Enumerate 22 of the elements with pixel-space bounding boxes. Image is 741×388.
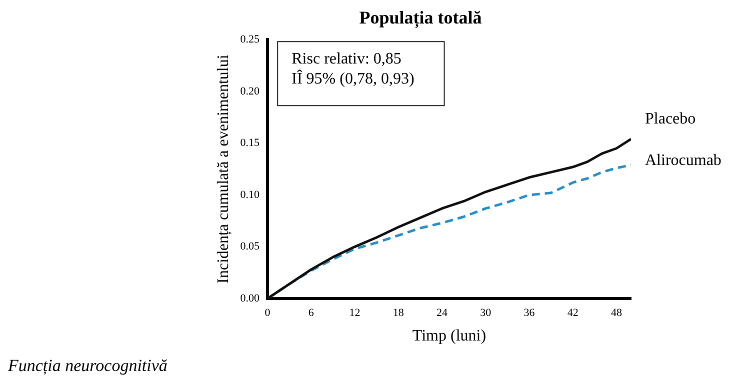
chart-title: Populația totală <box>359 7 482 28</box>
y-tick-label: 0.10 <box>240 188 260 201</box>
y-tick-label: 0.05 <box>240 240 260 253</box>
x-tick-label: 30 <box>480 307 492 320</box>
x-tick-label: 48 <box>610 307 622 320</box>
y-axis-title: Incidența cumulată a evenimentului <box>214 54 232 284</box>
x-tick-label: 6 <box>308 307 314 320</box>
y-tick-label: 0.20 <box>240 85 260 98</box>
x-tick-label: 42 <box>567 307 578 320</box>
series-label: Alirocumab <box>645 152 722 170</box>
x-axis-title: Timp (luni) <box>412 328 486 345</box>
x-tick-label: 12 <box>349 307 360 320</box>
text: Funcția neurocognitivă <box>8 356 168 376</box>
x-tick-label: 24 <box>436 307 448 320</box>
x-tick-label: 18 <box>392 307 404 320</box>
y-tick-label: 0.25 <box>240 33 260 46</box>
series-label: Placebo <box>645 110 696 128</box>
y-tick-label: 0.00 <box>240 292 260 304</box>
x-tick-label: 0 <box>264 307 271 320</box>
x-tick-label: 36 <box>524 307 536 320</box>
y-tick-label: 0.15 <box>240 137 260 150</box>
annotation: Risc relativ: 0,85 IÎ 95% (0,78, 0,93) <box>292 50 414 88</box>
